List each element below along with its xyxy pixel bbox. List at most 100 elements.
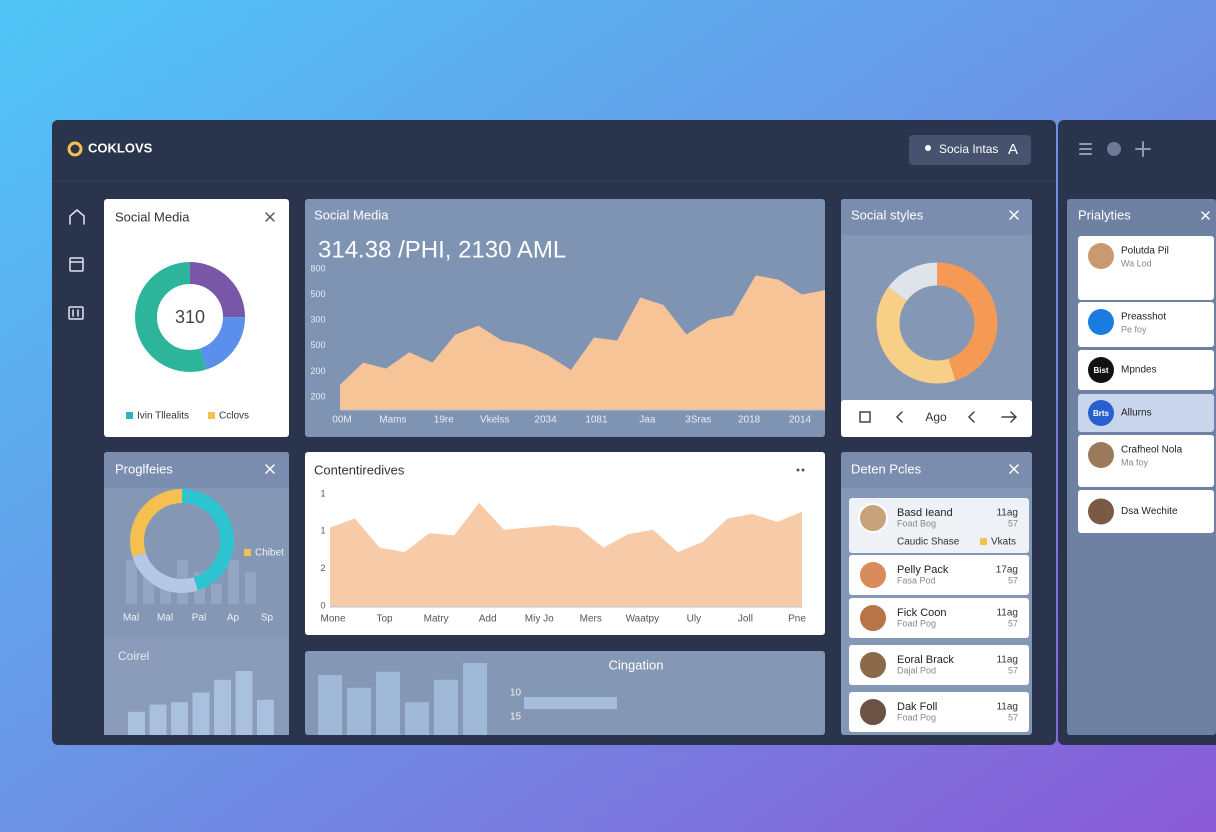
person-name: Pelly Pack [897,564,949,576]
bar [463,663,487,735]
avatar [1088,309,1114,335]
card-title: Social styles [851,207,924,222]
decor-bar [211,584,222,604]
footer-swatch [980,538,987,545]
x-label: 2018 [738,415,761,426]
person-extra: 57 [1008,618,1018,628]
card-title: Cingation [609,657,664,672]
toolbar-dot[interactable] [1107,142,1121,156]
x-label: Add [479,614,497,625]
more-icon[interactable] [796,468,805,472]
person-sub: Dajal Pod [897,665,936,675]
side-item-name: Preasshot [1121,312,1166,323]
bar [235,671,253,735]
bar [149,704,167,735]
avatar [1088,498,1114,525]
side-item[interactable] [1078,435,1214,487]
legend-swatch [244,549,251,556]
list-item[interactable] [849,645,1029,685]
person-extra: 57 [1008,518,1018,528]
progress-bar [524,697,617,709]
sidebar-icons[interactable] [68,209,85,320]
area [340,275,825,410]
avatar [858,697,888,727]
bar [318,675,342,735]
side-item-name: Polutda Pil [1121,246,1169,257]
y-label: 500 [310,289,325,299]
card-title: Coirel [118,649,149,663]
card-nav [841,400,1032,437]
side-item[interactable] [1078,490,1214,533]
decor-bar [160,584,171,604]
headline-value: 314.38 /PHI, 2130 AML [318,236,566,263]
pie-center-label: 310 [175,307,205,327]
x-label: Pal [192,613,206,624]
card-header [104,452,289,488]
side-item-sub: Pe foy [1121,324,1147,334]
y-label: 300 [310,315,325,325]
side-item[interactable] [1078,394,1214,432]
legend-label: Cclovs [219,411,249,422]
avatar [1088,357,1114,383]
x-label: 2014 [789,415,812,426]
x-label: Pne [788,614,806,625]
avatar [1088,243,1114,269]
x-label: Mal [157,613,173,624]
card-title: Social Media [115,209,190,224]
x-label: Mone [320,614,345,625]
card-header [841,199,1032,235]
x-label: Miy Jo [525,614,554,625]
avatar-label: Bist [1093,366,1108,375]
side-item-name: Mpndes [1121,365,1157,376]
header-button-label[interactable]: Socia Intas [939,142,998,156]
y-label: 2 [320,563,325,573]
side-item-name: Crafheol Nola [1121,445,1183,456]
toolbar-icons [1079,141,1151,157]
x-label: Mams [379,415,406,426]
nav-label[interactable]: Ago [925,410,947,424]
side-item[interactable] [1078,350,1214,390]
side-item-sub: Wa Lod [1121,258,1152,268]
side-item-sub: Ma foy [1121,457,1149,467]
person-value: 17ag [996,565,1018,576]
close-icons[interactable] [265,210,1210,474]
y-label: 500 [310,340,325,350]
list-footer: Vkats [991,537,1016,548]
y-label: 0 [320,600,325,610]
x-label: Sp [261,613,274,624]
list-item[interactable] [849,555,1029,595]
bar [376,671,400,735]
list-item[interactable] [849,692,1029,732]
card-title: Prialyties [1078,207,1131,222]
side-item[interactable] [1078,302,1214,347]
decor-bar [245,572,256,604]
person-name: Dak Foll [897,701,937,713]
person-value: 11ag [996,508,1018,519]
bar [434,679,458,735]
card-social-media [104,199,289,437]
card-title: Contentiredives [314,462,405,477]
bar [214,679,231,735]
y-label: 800 [310,263,325,273]
x-label: Matry [424,614,449,625]
bar [257,699,274,735]
area [330,502,802,607]
pie-segment [130,489,234,593]
header-button[interactable] [909,135,1031,165]
bar [405,702,429,735]
list-item[interactable] [849,598,1029,638]
nav-icons[interactable] [859,411,1018,423]
side-item-name: Dsa Wechite [1121,506,1178,517]
card-header [841,452,1032,488]
bar [192,692,210,735]
list-footer: Caudic Shase [897,537,960,548]
header-button-letter[interactable]: A [1008,141,1018,158]
person-value: 11ag [996,702,1018,713]
person-sub: Foad Pog [897,618,936,628]
avatar [858,503,888,533]
person-value: 11ag [996,655,1018,666]
legend-swatch [208,412,215,419]
y-label: 1 [320,526,325,536]
avatar [858,603,888,633]
